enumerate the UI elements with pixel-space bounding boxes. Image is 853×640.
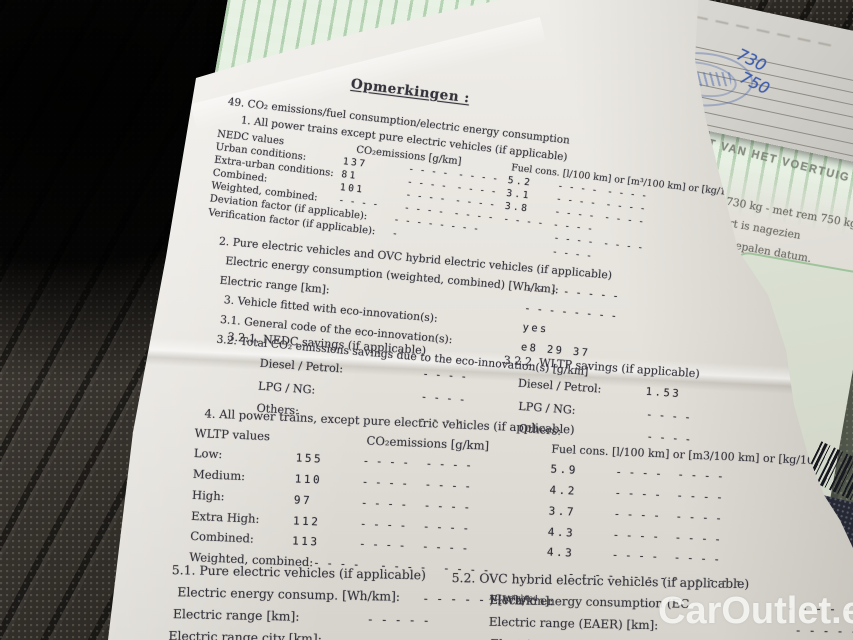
row-label: Diesel / Petrol: bbox=[259, 356, 344, 376]
row-label: Electric energy consump. [Wh/km]: bbox=[177, 584, 401, 604]
dash-cell: - - - - bbox=[612, 528, 660, 544]
co2-value: 155 bbox=[295, 451, 324, 466]
dash-cell: - - - - bbox=[362, 454, 410, 470]
row-label: Low: bbox=[193, 445, 223, 462]
row-label: Medium: bbox=[192, 466, 246, 484]
fuel-value: 5.9 bbox=[550, 462, 579, 477]
dash-cell: - - - - bbox=[359, 517, 407, 533]
caroutlet-watermark: CarOutlet.eu bbox=[658, 590, 853, 632]
row-value: yes bbox=[522, 321, 550, 336]
row-value: - - - - - bbox=[366, 634, 429, 640]
dash-cell: - - - - bbox=[422, 520, 470, 536]
row-value: - - - - bbox=[421, 368, 468, 384]
row-label: Electric range city [km]: bbox=[168, 628, 323, 640]
dash-cell: - - - - bbox=[423, 499, 471, 515]
row-label: High: bbox=[191, 487, 225, 504]
dash-cell: - - - - bbox=[675, 510, 723, 526]
dash-cell: - - - - bbox=[676, 489, 724, 505]
dash-cell: - - - - bbox=[614, 486, 662, 502]
table-row: Diesel / Petrol: - - - - bbox=[259, 357, 467, 384]
table-row: Diesel / Petrol: 1.53 bbox=[518, 377, 682, 401]
co2-value: 112 bbox=[292, 514, 321, 529]
row-value: - - - - - - - - bbox=[525, 282, 620, 303]
dash-cell: - - - - bbox=[613, 507, 661, 523]
co2-emissions-header: CO₂emissions [g/km] bbox=[366, 433, 490, 453]
row-label: Electric range [km]: bbox=[172, 606, 300, 624]
row-value: - - - - bbox=[420, 391, 466, 407]
row-label: Extra High: bbox=[190, 508, 260, 526]
row-label: LPG / NG: bbox=[257, 379, 316, 397]
row-value: - - - - - - - - bbox=[523, 302, 618, 323]
fuel-value: 4.2 bbox=[549, 483, 578, 498]
co2-value: 97 bbox=[293, 493, 313, 508]
dash-cell: - - - - bbox=[358, 537, 406, 553]
dash-cell: - - - - bbox=[361, 475, 409, 491]
row-value: - - - - bbox=[645, 408, 692, 424]
wltp-values-label: WLTP values bbox=[194, 425, 271, 444]
dash-cell: - - - - bbox=[677, 468, 724, 484]
fuel-value: 4.3 bbox=[547, 525, 576, 540]
section-52-heading: 5.2. OVC hybrid electric vehicles (if ap… bbox=[451, 569, 750, 592]
row-label: Diesel / Petrol: bbox=[517, 376, 602, 396]
fuel-value: 3.7 bbox=[548, 504, 577, 519]
co2-value: 110 bbox=[294, 472, 323, 487]
dash-cell: - - - - bbox=[674, 531, 722, 547]
row-label: Combined: bbox=[189, 528, 255, 546]
dash-cell: - - - - bbox=[611, 548, 659, 564]
dash-cell bbox=[602, 233, 652, 239]
dash-cell: - - - - bbox=[360, 496, 408, 512]
row-label: Electric range [km]: bbox=[219, 273, 331, 297]
fuel-value: 4.3 bbox=[546, 545, 575, 560]
row-value: 1.53 bbox=[645, 385, 682, 401]
dash-cell: - - - - bbox=[421, 539, 469, 556]
dash-cell: - - - - bbox=[615, 465, 663, 481]
co2-value: 113 bbox=[291, 534, 320, 549]
dash-cell: - - - - bbox=[424, 478, 472, 494]
dash-cell: - - - - bbox=[425, 457, 473, 473]
ec-label-end: ) [Wh/km]: bbox=[489, 592, 554, 609]
row-value: - - - - - bbox=[366, 612, 430, 628]
dash-cell: - - - - bbox=[673, 550, 721, 567]
row-label: Electric range (EAER) [km]: bbox=[488, 614, 659, 633]
